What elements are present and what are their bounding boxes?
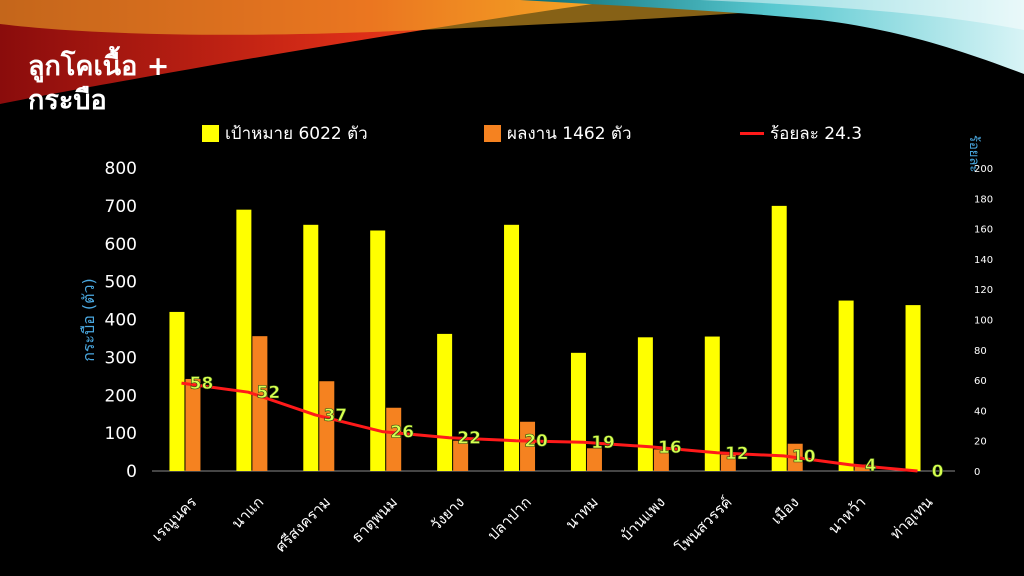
legend-swatch-result [484, 125, 501, 142]
bar-target [838, 300, 854, 471]
bar-target [570, 352, 586, 471]
percent-data-label: 26 [390, 423, 414, 443]
percent-data-label: 0 [932, 462, 944, 482]
legend-item-percent: ร้อยละ 24.3 [740, 120, 862, 147]
legend-label-percent: ร้อยละ 24.3 [770, 124, 863, 144]
legend-swatch-target [202, 125, 219, 142]
bar-target [437, 333, 453, 471]
percent-line [181, 381, 918, 473]
y2-tick-label: 180 [974, 194, 993, 205]
y-tick-label: 300 [105, 348, 137, 368]
y-tick-label: 200 [105, 386, 137, 406]
percent-data-label: 12 [725, 444, 749, 464]
y-tick-label: 0 [126, 462, 137, 482]
bar-result [653, 449, 669, 471]
y2-tick-label: 20 [974, 437, 987, 448]
x-tick-label: นาแก [228, 493, 267, 532]
percent-data-label: 22 [457, 429, 481, 449]
y-axis-title: กระบือ (ตัว) [79, 278, 98, 362]
bar-result [319, 381, 335, 471]
x-tick-label: โพนสวรรค์ [672, 493, 736, 557]
legend-label-result: ผลงาน 1462 ตัว [507, 124, 632, 144]
percent-data-label: 52 [257, 383, 281, 403]
bar-result [586, 448, 602, 471]
percent-data-label: 20 [524, 432, 548, 452]
bar-result [854, 464, 870, 471]
legend-item-result: ผลงาน 1462 ตัว [484, 120, 632, 147]
x-tick-label: นาทม [562, 493, 602, 533]
bar-target [370, 230, 386, 471]
y2-tick-label: 200 [974, 164, 993, 175]
y-tick-label: 100 [105, 424, 137, 444]
legend-label-target: เป้าหมาย 6022 ตัว [225, 124, 368, 144]
x-tick-label: เรณูนคร [148, 493, 200, 545]
bar-target [704, 336, 720, 471]
y2-tick-label: 0 [974, 467, 980, 478]
bar-target [169, 311, 185, 471]
bar-result [453, 440, 469, 471]
x-tick-label: ธาตุพนม [348, 493, 402, 547]
y2-tick-label: 160 [974, 225, 993, 236]
x-tick-label: ปลาปาก [484, 493, 535, 544]
chart-title: ลูกโคเนื้อ + กระบือ [28, 50, 169, 118]
legend-item-target: เป้าหมาย 6022 ตัว [202, 120, 368, 147]
bar-result [185, 378, 201, 471]
y-tick-label: 700 [105, 197, 137, 217]
bar-target [303, 224, 319, 471]
bar-target [771, 205, 787, 471]
bar-target [504, 224, 520, 471]
y-tick-label: 600 [105, 235, 137, 255]
y-tick-label: 800 [105, 159, 137, 179]
x-tick-label: ท่าอุเทน [886, 493, 937, 544]
legend-swatch-percent [740, 132, 764, 135]
percent-data-label: 19 [591, 433, 615, 453]
x-tick-label: ศรีสงคราม [272, 493, 335, 556]
percent-data-label: 16 [658, 438, 682, 458]
bar-result [720, 454, 736, 471]
x-tick-label: บ้านแพง [617, 493, 669, 545]
y2-tick-label: 80 [974, 346, 987, 357]
percent-data-label: 10 [792, 447, 816, 467]
x-tick-label: วังยาง [427, 493, 468, 534]
y2-tick-label: 40 [974, 406, 987, 417]
percent-data-label: 58 [190, 374, 214, 394]
y2-tick-label: 60 [974, 376, 987, 387]
bar-result [386, 407, 402, 471]
bar-result [252, 336, 268, 471]
y2-tick-label: 120 [974, 285, 993, 296]
bar-target [637, 337, 653, 471]
title-line-1: ลูกโคเนื้อ + [28, 51, 170, 82]
percent-data-label: 4 [865, 456, 877, 476]
bar-target [905, 305, 921, 471]
y-tick-label: 500 [105, 273, 137, 293]
bar-target [236, 209, 252, 471]
bar-result [520, 421, 536, 471]
x-tick-label: นาหว้า [825, 493, 870, 538]
title-line-2: กระบือ [28, 85, 107, 116]
y-tick-label: 400 [105, 311, 137, 331]
y2-tick-label: 140 [974, 255, 993, 266]
percent-data-label: 37 [323, 406, 347, 426]
y2-tick-label: 100 [974, 316, 993, 327]
x-tick-label: เมือง [768, 493, 803, 528]
